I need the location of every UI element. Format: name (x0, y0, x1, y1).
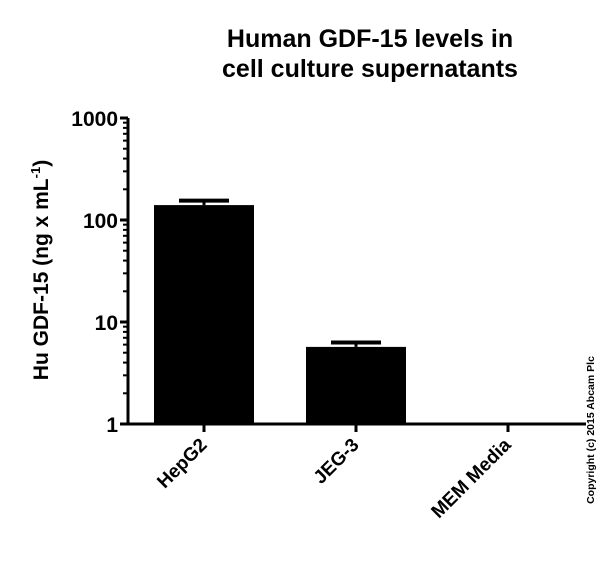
y-tick-label: 10 (95, 312, 118, 335)
x-tick-label: JEG-3 (310, 435, 364, 489)
y-axis: 1 10 100 1000 (71, 108, 130, 437)
y-tick-label: 1 (106, 414, 118, 437)
bar-jeg-3 (306, 346, 406, 424)
x-axis: HepG2 JEG-3 MEM Media (126, 422, 586, 523)
x-tick-label: HepG2 (153, 435, 211, 493)
y-tick-label: 1000 (71, 108, 118, 131)
chart-title: Human GDF-15 levels in cell culture supe… (170, 24, 570, 84)
bar-hepg2 (154, 205, 254, 424)
x-tick-label: MEM Media (428, 434, 516, 522)
bars-group (154, 198, 406, 424)
chart-title-line-1: Human GDF-15 levels in (226, 25, 514, 53)
y-tick-label: 100 (83, 210, 118, 233)
chart-title-line-2: cell culture supernatants (222, 55, 518, 83)
